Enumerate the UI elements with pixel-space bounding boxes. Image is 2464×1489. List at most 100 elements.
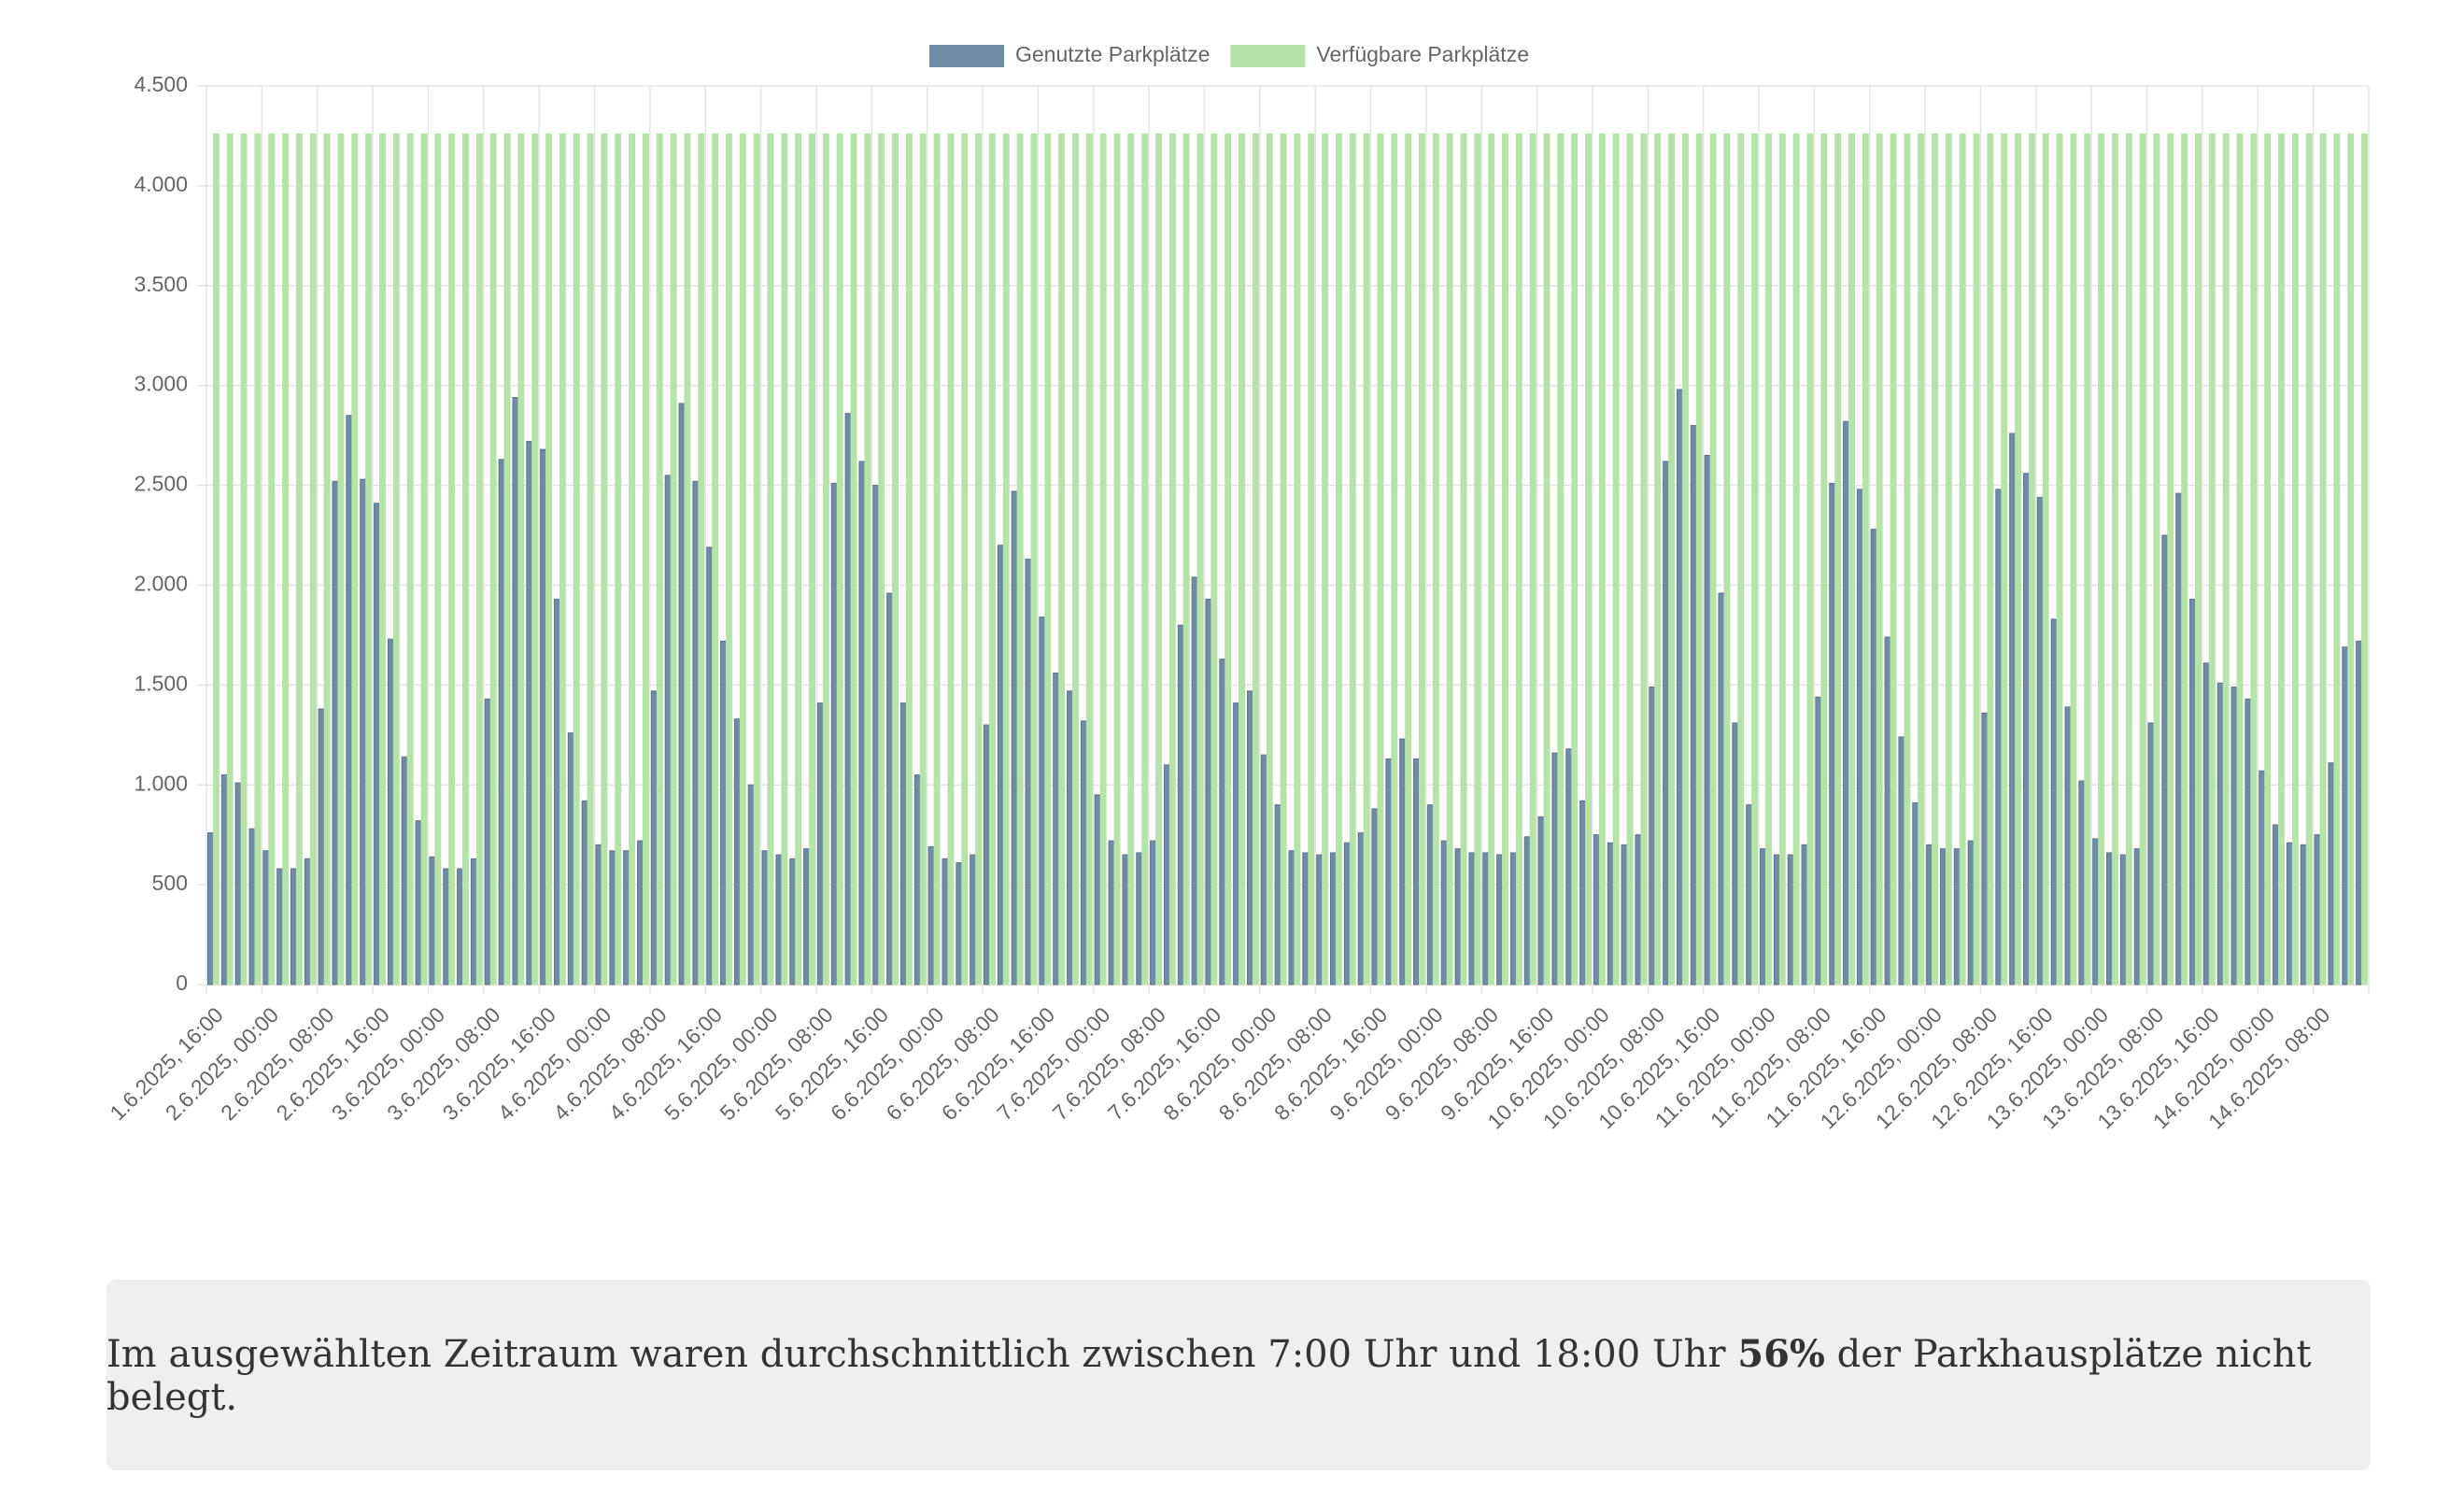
bar xyxy=(1904,133,1911,986)
bar xyxy=(975,133,983,986)
y-tick-label: 2.000 xyxy=(134,572,188,596)
y-tick-label: 500 xyxy=(152,871,188,895)
bar xyxy=(1182,133,1190,986)
bar xyxy=(1067,690,1073,986)
y-tick-label: 4.500 xyxy=(134,72,188,96)
bar xyxy=(1044,133,1052,986)
bar xyxy=(254,133,262,986)
bar xyxy=(2111,133,2118,986)
bar xyxy=(670,133,677,986)
bar xyxy=(559,133,566,986)
bar xyxy=(1025,559,1032,986)
bar xyxy=(206,832,214,986)
bar xyxy=(1058,133,1066,986)
bar xyxy=(282,133,290,986)
bar xyxy=(816,702,824,986)
bar xyxy=(1274,804,1282,986)
bar xyxy=(2161,534,2169,986)
bar xyxy=(1316,854,1324,986)
bar xyxy=(1565,748,1573,986)
bar xyxy=(2139,133,2146,986)
bar xyxy=(1898,736,1905,986)
bar xyxy=(892,133,899,986)
bar xyxy=(1280,133,1287,986)
bar xyxy=(240,133,248,986)
bar xyxy=(1150,840,1157,986)
legend-swatch xyxy=(1230,45,1306,67)
bar xyxy=(276,868,284,986)
bar xyxy=(942,858,949,986)
bar xyxy=(360,478,367,986)
bar xyxy=(1787,854,1794,986)
bar xyxy=(346,415,353,986)
bar xyxy=(531,133,539,986)
bar xyxy=(2333,133,2341,986)
bar xyxy=(1239,133,1245,986)
bar xyxy=(1598,133,1606,986)
bar xyxy=(956,862,963,986)
bar xyxy=(1468,852,1476,986)
bar xyxy=(1760,848,1766,986)
bar xyxy=(1446,133,1453,986)
bar xyxy=(268,133,276,986)
bar xyxy=(290,868,297,986)
bar xyxy=(988,133,996,986)
bar xyxy=(822,133,829,986)
bar xyxy=(2036,496,2044,986)
bar xyxy=(1509,852,1517,986)
bar xyxy=(1764,133,1772,986)
bar xyxy=(1953,848,1961,986)
bar xyxy=(429,856,436,986)
bar xyxy=(1127,133,1135,986)
bar xyxy=(1113,133,1121,986)
summary-box: Im ausgewählten Zeitraum waren durchschn… xyxy=(106,1280,2371,1470)
bar xyxy=(1440,840,1448,986)
bar xyxy=(1593,834,1600,986)
bar xyxy=(864,133,871,986)
legend-swatch xyxy=(929,45,1004,67)
bar xyxy=(623,850,630,986)
bar xyxy=(1405,133,1412,986)
y-tick-label: 2.500 xyxy=(134,472,188,496)
bar xyxy=(1225,133,1232,986)
bar xyxy=(489,133,497,986)
bar xyxy=(1205,598,1212,986)
bar xyxy=(615,133,622,986)
bar xyxy=(1557,133,1565,986)
bar xyxy=(2092,838,2100,986)
bar xyxy=(2028,133,2035,986)
bar xyxy=(928,845,935,986)
bar xyxy=(2153,133,2160,986)
bar xyxy=(1806,133,1814,986)
bar xyxy=(1474,133,1481,986)
bar xyxy=(1967,840,1975,986)
bar xyxy=(1155,133,1162,986)
bar xyxy=(809,133,815,986)
bar xyxy=(1635,834,1642,986)
bar xyxy=(1085,133,1093,986)
bar xyxy=(318,708,325,986)
bar xyxy=(1122,854,1129,986)
bar xyxy=(332,480,339,986)
bar xyxy=(2250,133,2258,986)
bar xyxy=(720,640,727,986)
bar xyxy=(1737,133,1745,986)
bar xyxy=(587,133,594,986)
bar xyxy=(1191,576,1198,986)
bar xyxy=(553,598,560,986)
bar xyxy=(678,403,686,986)
bar xyxy=(1778,133,1786,986)
bar xyxy=(1676,389,1683,986)
bar xyxy=(1219,659,1226,986)
bar xyxy=(2286,842,2293,986)
chart: 0 500 1.000 1.500 2.000 2.500 3.000 3.500 4.000 4… xyxy=(105,42,2370,1134)
bar xyxy=(1288,850,1296,986)
bar xyxy=(2230,686,2238,986)
bar xyxy=(248,828,256,986)
bar xyxy=(886,592,894,986)
bar xyxy=(1918,133,1925,986)
bar xyxy=(1099,133,1107,986)
bar xyxy=(420,133,428,986)
bar xyxy=(406,133,414,986)
